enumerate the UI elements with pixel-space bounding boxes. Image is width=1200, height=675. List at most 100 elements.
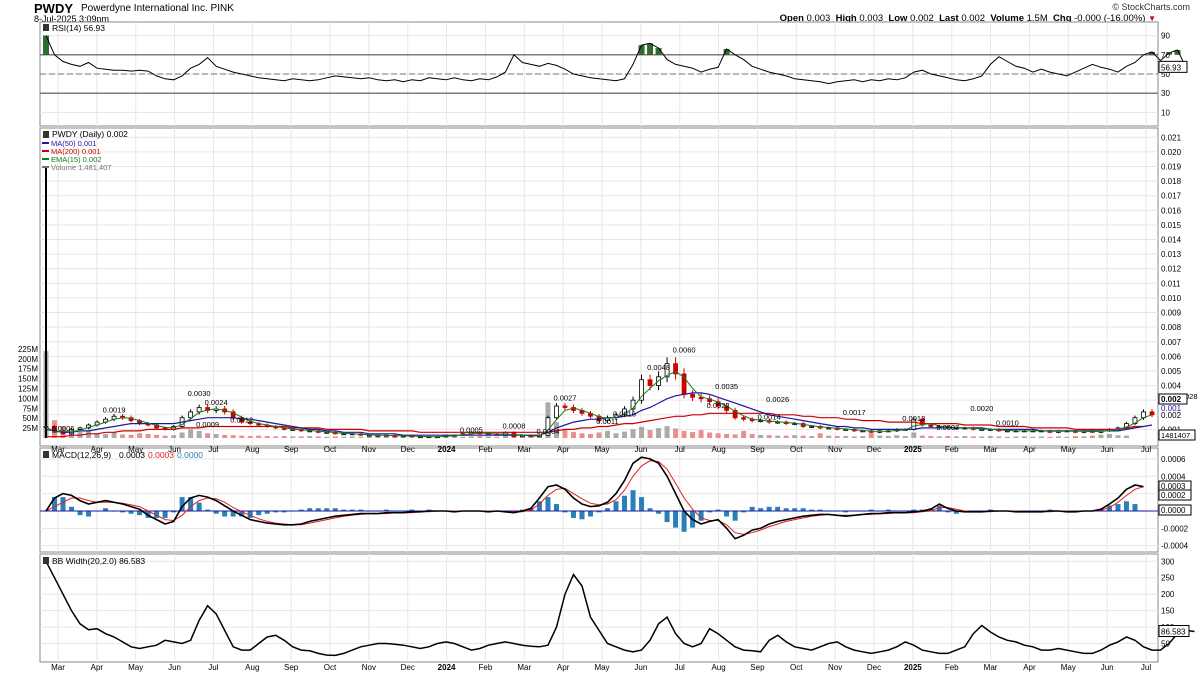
price-candle-body xyxy=(673,363,678,375)
macd-line xyxy=(45,456,1144,540)
price-x-tick-label: May xyxy=(594,445,609,454)
rsi-label: RSI(14) 56.93 xyxy=(52,23,105,33)
price-legend-entry: MA(200) 0.001 xyxy=(51,147,101,156)
volume-label: Volume xyxy=(990,13,1024,24)
macd-histogram-bar xyxy=(383,509,389,511)
macd-histogram-bar xyxy=(52,497,58,511)
price-annotation: 0.0004 xyxy=(536,427,559,436)
macd-histogram-bar xyxy=(128,510,134,514)
price-candle-body xyxy=(664,363,670,378)
price-y-tick-label: 0.011 xyxy=(1161,279,1181,288)
low-label: Low xyxy=(888,13,908,24)
volume-bar xyxy=(341,436,347,438)
volume-bar xyxy=(528,436,534,438)
volume-bar xyxy=(1021,436,1027,438)
volume-bar xyxy=(741,430,747,438)
macd-signal-label-value: 0.0003 xyxy=(148,450,174,460)
volume-bar xyxy=(1106,434,1112,438)
price-x-tick-label: Jul xyxy=(1141,445,1151,454)
x-tick-label: Aug xyxy=(245,663,259,672)
macd-y-tick-label: 0.0006 xyxy=(1161,455,1186,464)
volume-bar xyxy=(928,436,934,438)
company-name: Powerdyne International Inc. PINK xyxy=(81,3,234,14)
price-annotation: 0.0027 xyxy=(553,394,576,403)
volume-bar xyxy=(1038,436,1044,438)
volume-bar xyxy=(1047,436,1053,438)
macd-histogram-bar xyxy=(579,510,585,520)
rsi-overbought-fill xyxy=(723,49,730,55)
macd-histogram-bar xyxy=(639,497,645,511)
volume-bar xyxy=(213,434,219,438)
volume-bar xyxy=(179,432,185,438)
x-tick-label: Apr xyxy=(557,663,570,672)
bbwidth-current-label: 86.583 xyxy=(1161,628,1186,637)
macd-histogram-bar xyxy=(256,510,262,516)
company-name-text: Powerdyne International Inc. xyxy=(81,3,208,14)
macd-histogram-bar xyxy=(273,510,279,513)
volume-y-tick-label: 200M xyxy=(18,355,38,364)
rsi-overbought-fill xyxy=(655,48,662,55)
price-x-tick-label: Sep xyxy=(750,445,765,454)
volume-current-box xyxy=(1158,429,1196,441)
chg-label: Chg xyxy=(1053,13,1072,24)
volume-bar xyxy=(851,436,857,438)
macd-current-label: 0.0003 xyxy=(1161,482,1186,491)
volume-bar xyxy=(596,432,602,438)
price-legend-entry: MA(50) 0.001 xyxy=(51,139,96,148)
macd-histogram-bar xyxy=(162,510,168,518)
x-tick-label: 2025 xyxy=(904,663,922,672)
price-candle-body xyxy=(979,428,985,431)
x-tick-label: Feb xyxy=(945,663,959,672)
volume-bar xyxy=(843,436,849,438)
volume-bar xyxy=(656,428,662,438)
macd-histogram-bar xyxy=(205,509,211,511)
x-tick-label: 2024 xyxy=(438,663,456,672)
macd-histogram-bar xyxy=(758,508,764,511)
volume-y-tick-label: 150M xyxy=(18,375,38,384)
volume-bar xyxy=(834,436,840,438)
volume-bar xyxy=(205,433,211,438)
volume-bar xyxy=(664,426,670,438)
volume-bar xyxy=(256,435,262,438)
price-y-tick-label: 0.012 xyxy=(1161,265,1182,274)
price-y-tick-label: 0.010 xyxy=(1161,294,1182,303)
macd-histogram-bar xyxy=(188,497,194,511)
volume-bar xyxy=(970,436,976,438)
rsi-y-tick-label: 50 xyxy=(1161,70,1170,79)
exchange-label: PINK xyxy=(210,3,234,14)
volume-y-tick-label: 125M xyxy=(18,385,38,394)
price-candle-body xyxy=(809,426,815,428)
volume-bar xyxy=(766,435,772,438)
macd-histogram-bar xyxy=(358,509,364,511)
volume-bar xyxy=(1013,436,1019,438)
price-annotation: 0.0035 xyxy=(715,382,738,391)
volume-bar xyxy=(587,434,593,438)
volume-bar xyxy=(375,436,381,438)
volume-bar xyxy=(877,435,883,438)
volume-bar xyxy=(1115,435,1121,438)
x-tick-label: Sep xyxy=(284,663,299,672)
macd-histogram-bar xyxy=(1132,504,1138,511)
macd-histogram-bar xyxy=(953,510,959,514)
macd-histogram-bar xyxy=(673,510,679,528)
price-y-tick-label: 0.018 xyxy=(1161,177,1182,186)
price-annotation: 0.0030 xyxy=(188,389,211,398)
volume-bar xyxy=(749,434,755,438)
rsi-line xyxy=(45,35,1187,85)
macd-legend-swatch xyxy=(43,451,49,458)
volume-bar xyxy=(885,436,891,438)
price-annotation: 0.0005 xyxy=(460,426,483,435)
macd-histogram-bar xyxy=(911,509,917,511)
volume-bar xyxy=(94,433,100,438)
x-tick-label: Jul xyxy=(675,663,685,672)
macd-histogram-bar xyxy=(349,509,355,511)
price-candle-body xyxy=(205,407,211,411)
macd-histogram-bar xyxy=(332,508,338,511)
bbwidth-current-box xyxy=(1158,625,1190,638)
volume-bar xyxy=(962,436,968,438)
price-annotation: 0.0026 xyxy=(766,395,789,404)
volume-bar xyxy=(451,436,457,438)
price-candle-body xyxy=(188,411,194,419)
price-annotation: 0.0011 xyxy=(596,417,618,426)
